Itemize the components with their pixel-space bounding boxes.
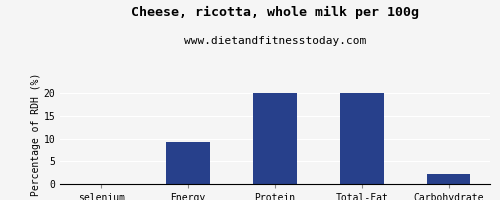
Text: Cheese, ricotta, whole milk per 100g: Cheese, ricotta, whole milk per 100g (131, 6, 419, 19)
Y-axis label: Percentage of RDH (%): Percentage of RDH (%) (30, 72, 40, 196)
Bar (340, 93, 384, 184)
Bar (254, 93, 296, 184)
Bar (166, 142, 210, 184)
Bar (427, 174, 470, 184)
Text: www.dietandfitnesstoday.com: www.dietandfitnesstoday.com (184, 36, 366, 46)
